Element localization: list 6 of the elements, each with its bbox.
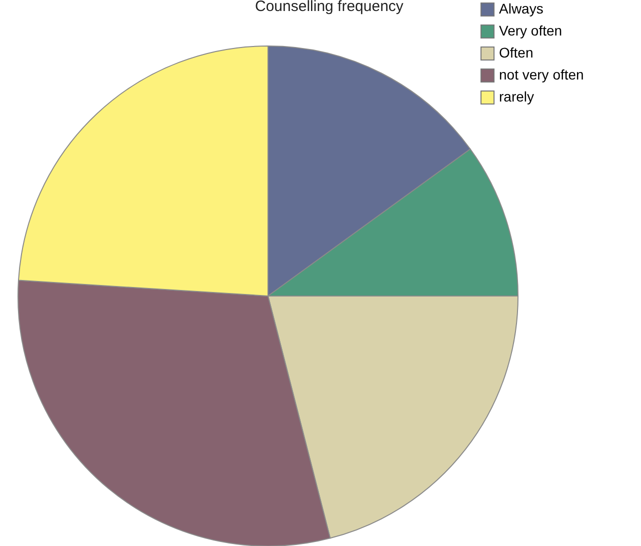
chart-title: Counselling frequency	[255, 0, 404, 15]
legend-label: Often	[499, 44, 534, 60]
legend-label: Always	[499, 0, 544, 16]
legend-label: Very often	[499, 22, 562, 38]
legend-label: not very often	[499, 66, 584, 82]
legend-label: rarely	[499, 88, 534, 104]
